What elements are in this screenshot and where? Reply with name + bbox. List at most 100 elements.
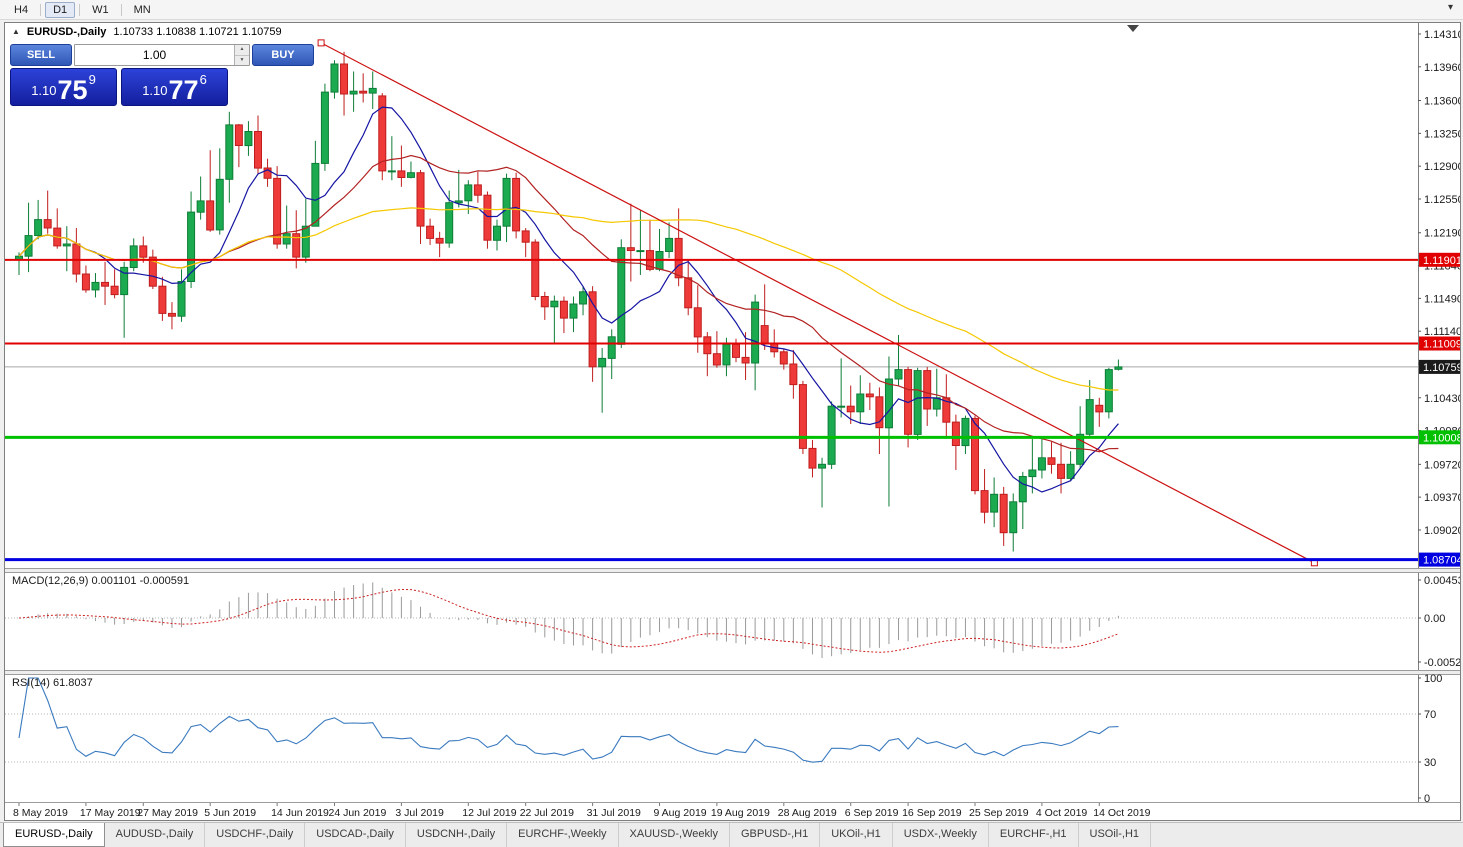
price-tag-1-11009 — [1419, 336, 1460, 351]
date-axis-label: 6 Sep 2019 — [845, 807, 899, 819]
candle-body — [340, 63, 349, 95]
volume-spinner-down[interactable]: ▼ — [235, 54, 249, 65]
moving-averages-layer — [18, 106, 1119, 493]
tab-ukoil-h1[interactable]: UKOil-,H1 — [820, 823, 893, 847]
candle-body — [961, 417, 970, 447]
candle-body — [1009, 501, 1018, 534]
tab-usdcad-daily[interactable]: USDCAD-,Daily — [305, 823, 406, 847]
candle-body — [579, 291, 588, 305]
price-tag-label: 1.11901 — [1423, 255, 1460, 267]
volume-spinner-up[interactable]: ▲ — [235, 45, 249, 55]
candle-body — [732, 343, 740, 358]
tab-audusd-daily[interactable]: AUDUSD-,Daily — [105, 823, 206, 847]
tab-eurchf-h1[interactable]: EURCHF-,H1 — [989, 823, 1079, 847]
one-click-trading-panel: SELL ▲ ▼ BUY 1.10 75 9 1.10 — [10, 44, 314, 106]
symbol-tabbar: EURUSD-,Daily AUDUSD-,Daily USDCHF-,Daily U… — [0, 822, 1463, 847]
candle-body — [148, 256, 157, 287]
ma-line-8[interactable] — [18, 106, 1119, 493]
candle-body — [1037, 457, 1046, 471]
sell-price-big: 75 — [57, 75, 88, 106]
candle-body — [225, 124, 234, 180]
rsi-axis-label: 70 — [1424, 709, 1436, 721]
candle-body — [483, 194, 492, 241]
price-axis-label: 1.12190 — [1424, 228, 1460, 240]
date-axis-label: 22 Jul 2019 — [520, 807, 574, 819]
price-axis-label: 1.12550 — [1424, 194, 1460, 206]
panel-divider[interactable] — [5, 671, 1460, 674]
tab-xauusd-weekly[interactable]: XAUUSD-,Weekly — [619, 823, 730, 847]
date-axis-label: 12 Jul 2019 — [462, 807, 516, 819]
grid-layer — [5, 23, 1460, 803]
toolbar-overflow-icon[interactable]: ▾ — [1447, 2, 1453, 13]
price-axis-label: 1.13250 — [1424, 128, 1460, 140]
candle-body — [292, 233, 301, 258]
price-tag-label: 1.10008 — [1423, 432, 1460, 444]
date-axis-label: 14 Jun 2019 — [271, 807, 329, 819]
chart-shift-marker[interactable] — [1127, 25, 1139, 32]
tab-gbpusd-h1[interactable]: GBPUSD-,H1 — [730, 823, 821, 847]
candle-body — [531, 241, 540, 298]
price-tag-label: 1.08704 — [1423, 555, 1460, 567]
descending-trendline[interactable] — [320, 42, 1315, 564]
sell-price-display[interactable]: 1.10 75 9 — [10, 68, 117, 106]
buy-button[interactable]: BUY — [252, 44, 314, 66]
date-axis-label: 19 Aug 2019 — [711, 807, 770, 819]
candle-body — [1104, 369, 1113, 413]
timeframe-button-w1[interactable]: W1 — [92, 3, 109, 16]
price-axis-label: 1.10430 — [1424, 393, 1460, 405]
candle-body — [206, 200, 215, 231]
candle-body — [1114, 366, 1123, 370]
candle-body — [426, 225, 435, 239]
date-axis-label: 28 Aug 2019 — [778, 807, 837, 819]
ma-line-55[interactable] — [18, 207, 1119, 391]
timeframe-button-d1[interactable]: D1 — [45, 1, 76, 18]
date-axis-label: 25 Sep 2019 — [969, 807, 1029, 819]
volume-input[interactable] — [75, 45, 234, 65]
rsi-axis-label: 100 — [1424, 673, 1442, 685]
candle-body — [818, 463, 827, 469]
timeframe-button-h4[interactable]: H4 — [14, 3, 29, 16]
tab-usdchf-daily[interactable]: USDCHF-,Daily — [205, 823, 306, 847]
candle-body — [598, 357, 607, 368]
price-tag-label: 1.11009 — [1423, 339, 1460, 351]
candle-body — [550, 300, 559, 308]
date-axis-label: 4 Oct 2019 — [1036, 807, 1088, 819]
one-click-toggle-icon[interactable]: ▲ — [12, 27, 20, 36]
tab-eurusd-daily[interactable]: EURUSD-,Daily — [3, 823, 105, 847]
price-tag-1-10008 — [1419, 430, 1460, 445]
candle-body — [865, 393, 874, 398]
date-axis-label: 24 Jun 2019 — [329, 807, 387, 819]
price-tag-label: 1.10759 — [1423, 362, 1460, 374]
timeframe-button-mn[interactable]: MN — [133, 3, 151, 16]
tab-eurchf-weekly[interactable]: EURCHF-,Weekly — [507, 823, 619, 847]
candle-body — [751, 301, 760, 364]
tab-usdx-weekly[interactable]: USDX-,Weekly — [893, 823, 989, 847]
sell-button[interactable]: SELL — [10, 44, 72, 66]
candle-body — [177, 281, 186, 317]
macd-histogram — [28, 582, 1119, 658]
price-tag-1-08704 — [1419, 552, 1460, 567]
candle-body — [684, 277, 693, 309]
tab-usoil-h1[interactable]: USOil-,H1 — [1079, 823, 1152, 847]
date-axis-label: 14 Oct 2019 — [1093, 807, 1150, 819]
date-axis-label: 27 May 2019 — [137, 807, 198, 819]
buy-price-display[interactable]: 1.10 77 6 — [121, 68, 228, 106]
candle-body — [971, 417, 979, 492]
indicators-layer — [18, 582, 1119, 763]
candle-body — [406, 172, 415, 178]
candle-body — [139, 245, 148, 258]
candle-body — [330, 63, 339, 93]
candle-body — [110, 285, 119, 296]
panel-divider[interactable] — [5, 569, 1460, 572]
buy-price-small: 1.10 — [142, 83, 168, 98]
chart-canvas[interactable]: 1.14310 1.13960 1.13600 1.13250 1.12900 1.125… — [5, 23, 1460, 820]
candle-body — [120, 266, 129, 296]
candle-body — [282, 233, 291, 245]
price-axis-label: 1.14310 — [1424, 29, 1460, 41]
sell-price-sup: 9 — [88, 72, 96, 87]
price-axis-label: 1.13960 — [1424, 62, 1460, 74]
candle-body — [569, 303, 578, 319]
candle-body — [760, 325, 769, 344]
tab-usdcnh-daily[interactable]: USDCNH-,Daily — [406, 823, 508, 847]
trendline-handle[interactable] — [317, 39, 325, 47]
